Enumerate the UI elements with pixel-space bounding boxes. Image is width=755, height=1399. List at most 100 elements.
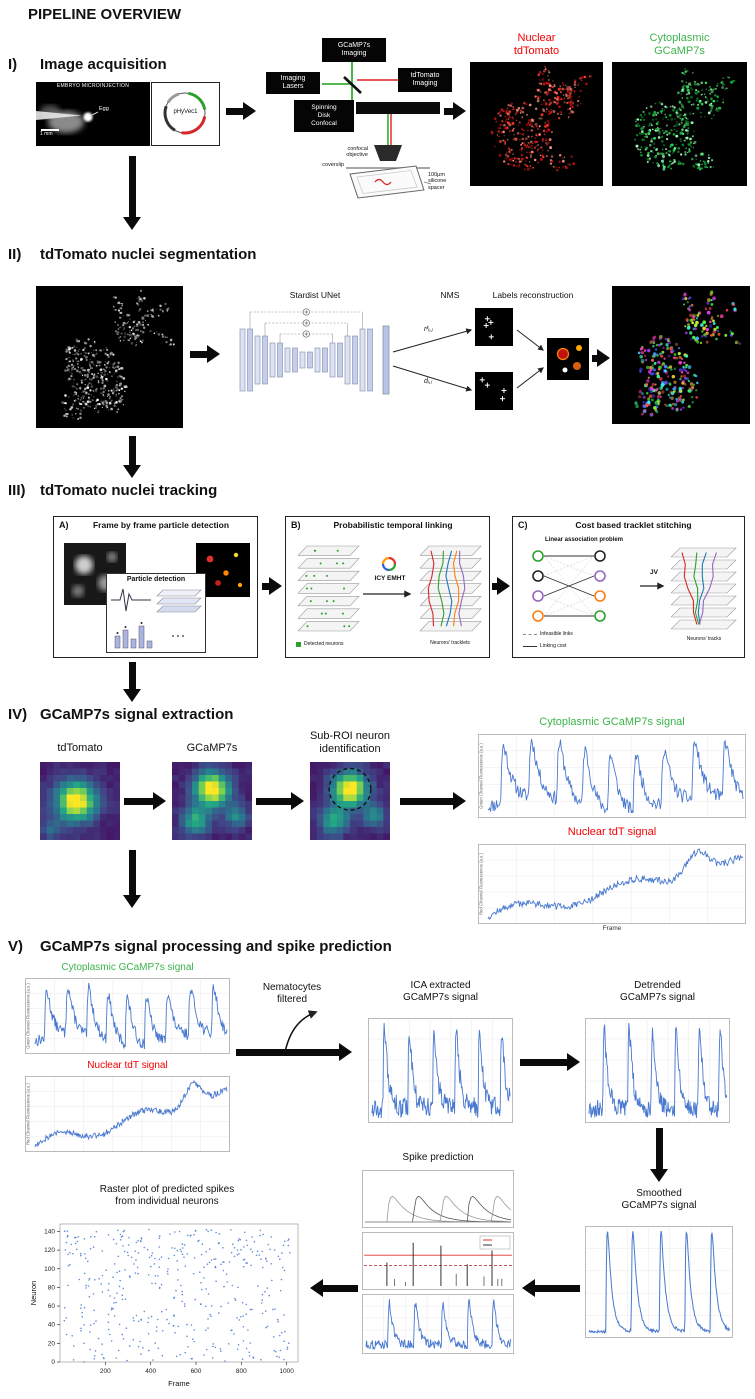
labels-reconstruction-label: Labels reconstruction: [492, 290, 574, 300]
svg-text:20: 20: [48, 1340, 56, 1347]
microscope-schematic: [322, 62, 440, 199]
tracks-label: Neurons' tracks: [686, 636, 722, 642]
svg-text:Green Channel Fluorescence (a.: Green Channel Fluorescence (a.u.): [479, 743, 484, 809]
spike-trace-plot: [362, 1294, 514, 1354]
s5-tdt-plot-title: Nuclear tdT signal: [87, 1060, 168, 1071]
arrow-map2-to-map3: [256, 791, 304, 811]
jv-label: JV: [650, 569, 658, 576]
section-3-numeral: III): [8, 482, 26, 499]
s5-tdt-signal-plot: Red Channel Fluorescence (a.u.): [25, 1076, 230, 1152]
hydra-specimen: [374, 178, 392, 186]
coverslip-label: coverslip: [322, 162, 344, 168]
arrow-detrended-to-smoothed: [648, 1128, 670, 1182]
svg-text:60: 60: [48, 1303, 56, 1310]
spike-kernels-plot: [362, 1170, 514, 1228]
confocal-objective-label: confocal objective: [346, 146, 368, 159]
tdtomato-imaging-box: tdTomato Imaging: [398, 68, 452, 92]
nms-output-r-label: rᵏᵢ,ⱼ: [424, 326, 433, 333]
arrow-recon-to-seg: [592, 348, 610, 368]
smoothed-signal-plot: [585, 1226, 733, 1338]
plasmid-arc-red: [181, 116, 207, 135]
subroi-map-label: Sub-ROI neuron identification: [309, 730, 391, 755]
panel-b-link-arrow: [363, 590, 412, 598]
arrow-map3-to-plots: [400, 791, 466, 811]
spike-prediction-title: Spike prediction: [402, 1152, 474, 1163]
plasmid-canvas: [163, 91, 207, 135]
panel-b-temporal-linking: B) Probabilistic temporal linking Detect…: [285, 516, 490, 658]
panel-b-title: Probabilistic temporal linking: [333, 520, 453, 530]
panel-a-particle-detection: A) Frame by frame particle detection Par…: [53, 516, 258, 658]
arrow-section3-down: [121, 662, 143, 702]
section-1-heading: I) Image acquisition: [8, 56, 167, 73]
specimen-dish: [349, 165, 425, 199]
micropipette-needle: [36, 111, 82, 120]
tracklets-label: Neurons' tracklets: [430, 640, 470, 646]
section-1-title: Image acquisition: [40, 56, 167, 73]
svg-text:80: 80: [48, 1284, 56, 1291]
stitched-tracks-stack: [671, 547, 737, 630]
panel-c-title: Cost based tracklet stitching: [575, 520, 692, 530]
svg-text:800: 800: [236, 1368, 247, 1375]
arrow-plasmid-to-scope: [226, 101, 256, 121]
nms-output-d-label: dᵢ,ⱼ: [424, 378, 432, 385]
embryo-microinjection-image: [36, 82, 150, 146]
embryo-image-canvas: [36, 82, 150, 146]
section-3-title: tdTomato nuclei tracking: [40, 482, 218, 499]
tdtomato-heatmap: [40, 762, 120, 840]
s5-cyto-signal-plot: Green Channel Fluorescence (a.u.): [25, 978, 230, 1054]
imaging-lasers-box: Imaging Lasers: [266, 72, 320, 94]
scale-label: 1 mm: [40, 131, 53, 137]
egg-spot: [83, 112, 93, 122]
nms-label: NMS: [440, 290, 460, 300]
plasmid-arc-dark: [163, 105, 176, 132]
ica-plot-title: ICA extracted GCaMP7s signal: [402, 980, 479, 1003]
svg-text:Green Channel Fluorescence (a.: Green Channel Fluorescence (a.u.): [26, 983, 31, 1049]
detrended-plot-title: Detrended GCaMP7s signal: [619, 980, 696, 1003]
svg-text:0: 0: [51, 1359, 55, 1366]
arrow-map1-to-map2: [124, 791, 166, 811]
section-2-title: tdTomato nuclei segmentation: [40, 246, 257, 263]
svg-text:600: 600: [191, 1368, 202, 1375]
plasmid-map: pHyVec1: [151, 82, 220, 146]
infeasible-links-label: Infeasible links: [540, 631, 573, 637]
gcamp-heatmap: [172, 762, 252, 840]
svg-text:Red Channel Fluorescence (a.u.: Red Channel Fluorescence (a.u.): [479, 853, 484, 915]
section-1-numeral: I): [8, 56, 18, 73]
figure-title: PIPELINE OVERVIEW: [28, 6, 182, 23]
section-5-title: GCaMP7s signal processing and spike pred…: [40, 938, 392, 955]
raster-plot-title: Raster plot of predicted spikes from ind…: [99, 1184, 235, 1207]
segmented-nuclei-image: [612, 286, 750, 424]
arrow-section2-down: [121, 436, 143, 478]
stardist-unet-label: Stardist UNet: [289, 290, 341, 300]
dichroic-mirror: [343, 76, 362, 94]
svg-text:140: 140: [44, 1228, 55, 1235]
svg-text:400: 400: [145, 1368, 156, 1375]
arrow-section4-down: [121, 850, 143, 908]
linear-association-label: Linear association problem: [544, 537, 624, 543]
plasmid-arc-green: [188, 91, 207, 110]
spike-train-plot: [362, 1232, 514, 1290]
green-square-swatch: [296, 641, 301, 647]
icy-logo-icon: [382, 557, 396, 571]
detected-neurons-legend-label: Detected neurons: [304, 641, 344, 647]
subroi-heatmap: [310, 762, 390, 840]
svg-text:200: 200: [100, 1368, 111, 1375]
svg-text:100: 100: [44, 1266, 55, 1273]
nematocytes-branch-arrow: [284, 1010, 318, 1053]
section-2-numeral: II): [8, 246, 22, 263]
linking-cost-legend: Linking cost: [523, 643, 566, 649]
arrow-spike-to-raster: [310, 1278, 358, 1298]
detected-neurons-legend: Detected neurons: [296, 641, 343, 647]
arrow-plots-to-ica: [236, 1042, 352, 1062]
silicone-spacer-label: 100μm silicone spacer: [428, 172, 447, 191]
infeasible-links-legend: Infeasible links: [523, 631, 573, 637]
gcamp-map-label: GCaMP7s: [186, 742, 238, 754]
arrow-image-to-unet: [190, 344, 220, 364]
plasmid-arc-gray: [166, 92, 180, 104]
gcamp-imaging-box: GCaMP7s Imaging: [322, 38, 386, 62]
particle-detection-inset: Particle detection: [106, 573, 206, 653]
nematocytes-filtered-label: Nematocytes filtered: [262, 982, 322, 1005]
svg-text:40: 40: [48, 1322, 56, 1329]
panel-c-tracklet-stitching: C) Cost based tracklet stitching Linear …: [512, 516, 745, 658]
ica-signal-plot: [368, 1018, 513, 1123]
